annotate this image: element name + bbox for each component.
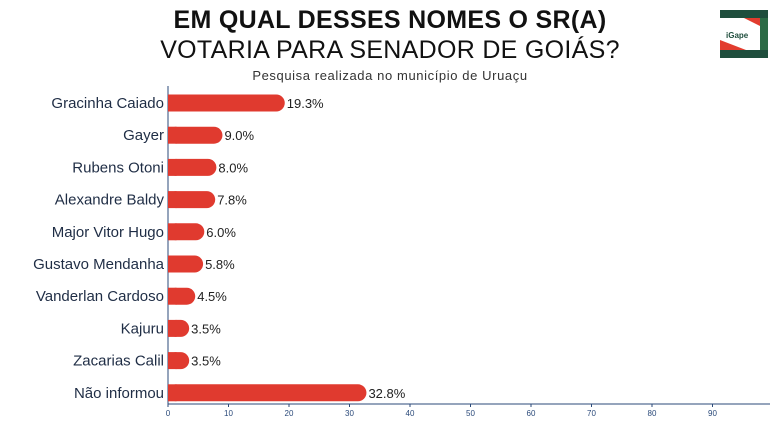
- bar-base: [168, 223, 177, 241]
- bar: [168, 191, 216, 209]
- value-label: 5.8%: [205, 257, 235, 272]
- bar: [168, 223, 205, 241]
- value-label: 6.0%: [206, 225, 236, 240]
- value-label: 9.0%: [224, 128, 254, 143]
- bar: [168, 384, 367, 402]
- value-label: 3.5%: [191, 354, 221, 369]
- bar-base: [168, 287, 177, 305]
- x-tick-label: 40: [406, 409, 415, 418]
- value-label: 7.8%: [217, 193, 247, 208]
- chart-title-line2: VOTARIA PARA SENADOR DE GOIÁS?: [160, 36, 620, 64]
- logo-red-wedge-bottom: [720, 40, 746, 50]
- value-label: 19.3%: [287, 96, 324, 111]
- category-label: Major Vitor Hugo: [52, 224, 164, 241]
- category-label: Zacarias Calil: [73, 353, 164, 370]
- chart-title-line1: EM QUAL DESSES NOMES O SR(A): [173, 6, 607, 34]
- bar: [168, 126, 223, 144]
- x-tick-label: 10: [224, 409, 233, 418]
- bar-base: [168, 191, 177, 209]
- x-tick-label: 30: [345, 409, 354, 418]
- bar: [168, 94, 285, 112]
- bar: [168, 255, 204, 273]
- category-label: Vanderlan Cardoso: [36, 288, 164, 305]
- x-tick-label: 90: [708, 409, 717, 418]
- category-label: Gustavo Mendanha: [33, 256, 165, 273]
- logo-text: iGape: [726, 31, 749, 40]
- category-label: Kajuru: [121, 320, 164, 337]
- x-tick-label: 50: [466, 409, 475, 418]
- bar-base: [168, 158, 177, 176]
- logo-top-band: [720, 10, 768, 18]
- x-tick-label: 20: [285, 409, 294, 418]
- category-label: Não informou: [74, 385, 164, 402]
- value-label: 32.8%: [368, 386, 405, 401]
- bar-base: [168, 352, 177, 370]
- chart-subtitle: Pesquisa realizada no município de Uruaç…: [252, 68, 528, 83]
- x-tick-label: 60: [527, 409, 536, 418]
- value-label: 8.0%: [218, 160, 248, 175]
- bar-base: [168, 319, 177, 337]
- x-tick-label: 0: [166, 409, 171, 418]
- category-label: Gracinha Caiado: [51, 95, 164, 112]
- x-tick-label: 80: [648, 409, 657, 418]
- bar-base: [168, 384, 177, 402]
- logo-bottom-band: [720, 50, 768, 58]
- bar-base: [168, 94, 177, 112]
- bar-base: [168, 255, 177, 273]
- bar: [168, 158, 217, 176]
- igape-logo: iGape: [720, 10, 768, 58]
- logo-side-band: [760, 18, 768, 50]
- value-label: 4.5%: [197, 289, 227, 304]
- category-label: Gayer: [123, 127, 164, 144]
- bar-base: [168, 126, 177, 144]
- category-label: Rubens Otoni: [72, 159, 164, 176]
- x-tick-label: 70: [587, 409, 596, 418]
- category-label: Alexandre Baldy: [55, 192, 165, 209]
- value-label: 3.5%: [191, 321, 221, 336]
